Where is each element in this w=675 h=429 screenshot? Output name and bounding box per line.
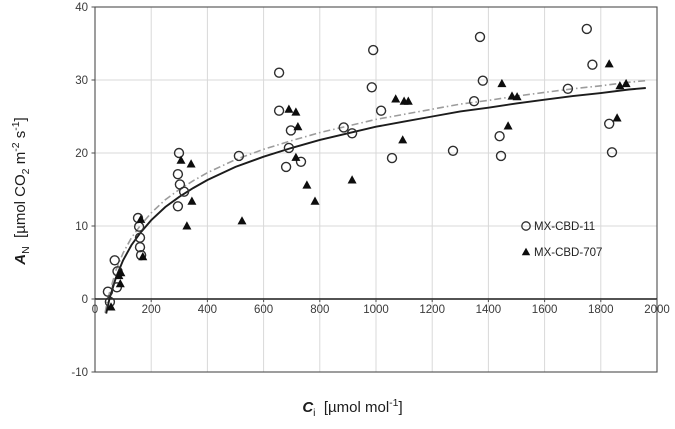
y-axis-title: AN [µmol CO2 m-2 s-1] [10, 117, 32, 265]
x-tick-label: 400 [198, 304, 217, 316]
x-tick-label: 1400 [476, 304, 502, 316]
legend-label: MX-CBD-707 [534, 247, 602, 259]
fit-curve-solid [105, 87, 646, 314]
data-point-triangle [615, 81, 625, 90]
x-tick-label: 200 [142, 304, 161, 316]
y-tick-label: 40 [75, 2, 88, 14]
y-tick-label: 30 [75, 75, 88, 87]
data-point-circle [587, 59, 598, 70]
data-point-triangle [106, 302, 116, 311]
data-point-circle [368, 44, 379, 56]
data-point-circle [280, 161, 292, 173]
y-tick-label: 10 [75, 221, 88, 233]
data-point-triangle [115, 279, 125, 288]
x-tick-label: 1000 [363, 304, 389, 316]
data-point-triangle [293, 122, 303, 131]
data-point-circle [604, 118, 615, 130]
data-point-circle [295, 156, 307, 168]
x-tick-label: 800 [310, 304, 329, 316]
data-point-circle [477, 75, 488, 86]
data-point-circle [173, 147, 185, 159]
data-point-triangle [116, 268, 126, 277]
fit-curve-dash-dot [104, 79, 646, 314]
data-point-circle [283, 142, 295, 154]
data-point-triangle [503, 121, 513, 130]
data-point-triangle [302, 180, 312, 189]
x-tick-label: 600 [254, 304, 273, 316]
x-tick-label: 1600 [532, 304, 558, 316]
data-point-circle [447, 145, 459, 157]
data-point-triangle [284, 104, 294, 113]
legend-triangle-marker-icon [521, 247, 531, 256]
data-point-triangle [347, 175, 357, 184]
data-point-triangle [612, 113, 622, 122]
data-point-circle [111, 282, 123, 293]
data-point-triangle [237, 216, 247, 225]
data-point-triangle [136, 214, 146, 223]
data-point-circle [172, 201, 184, 212]
data-point-circle [474, 31, 486, 43]
data-point-circle [375, 105, 387, 116]
data-point-triangle [398, 135, 408, 144]
data-point-circle [109, 255, 120, 266]
data-point-triangle [497, 78, 507, 88]
data-point-circle [285, 125, 297, 136]
data-point-triangle [604, 59, 614, 68]
legend-label: MX-CBD-11 [534, 221, 595, 233]
data-point-circle [346, 128, 358, 139]
y-tick-label: -10 [71, 367, 88, 379]
data-point-circle [178, 186, 190, 197]
x-axis-title: Ci [µmol mol-1] [302, 397, 403, 419]
data-point-triangle [187, 196, 197, 205]
data-point-triangle [403, 96, 413, 105]
x-tick-label: 0 [92, 304, 98, 316]
data-point-circle [273, 105, 285, 116]
data-point-triangle [291, 107, 301, 116]
data-point-circle [468, 95, 480, 107]
y-tick-label: 0 [82, 294, 88, 306]
x-tick-label: 1200 [419, 304, 445, 316]
data-point-triangle [291, 152, 301, 161]
data-point-circle [495, 150, 507, 162]
data-point-triangle [512, 92, 522, 101]
x-tick-label: 1800 [588, 304, 614, 316]
data-point-circle [606, 147, 618, 158]
data-point-circle [366, 82, 377, 93]
data-point-triangle [138, 252, 148, 261]
data-point-triangle [310, 196, 320, 205]
data-point-circle [102, 286, 114, 297]
data-point-circle [494, 130, 505, 142]
data-point-circle [386, 152, 398, 164]
data-point-circle [338, 122, 349, 133]
data-point-circle [562, 83, 574, 95]
data-point-circle [233, 150, 245, 162]
data-point-triangle [182, 221, 192, 230]
plot-border [94, 6, 658, 373]
data-point-triangle [176, 155, 186, 164]
legend-circle-marker-icon [521, 221, 531, 231]
data-point-circle [273, 67, 285, 78]
data-point-circle [134, 241, 146, 253]
data-point-circle [581, 23, 592, 35]
x-tick-label: 2000 [644, 304, 670, 316]
data-point-triangle [621, 78, 631, 88]
y-tick-label: 20 [75, 148, 88, 160]
data-point-triangle [391, 94, 401, 103]
data-point-triangle [186, 159, 196, 168]
data-point-circle [172, 168, 184, 180]
